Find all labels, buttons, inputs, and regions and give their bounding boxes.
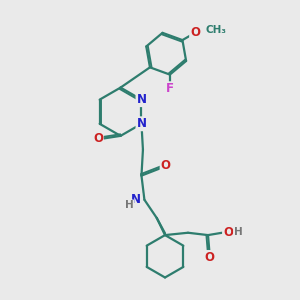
Text: N: N bbox=[136, 93, 146, 106]
Text: O: O bbox=[160, 158, 171, 172]
Text: O: O bbox=[190, 26, 200, 39]
Text: CH₃: CH₃ bbox=[206, 25, 227, 35]
Text: F: F bbox=[166, 82, 174, 95]
Text: O: O bbox=[223, 226, 233, 239]
Text: H: H bbox=[234, 227, 242, 237]
Text: N: N bbox=[136, 117, 146, 130]
Text: O: O bbox=[205, 251, 214, 264]
Text: H: H bbox=[125, 200, 134, 210]
Text: O: O bbox=[93, 132, 103, 145]
Text: N: N bbox=[131, 193, 141, 206]
